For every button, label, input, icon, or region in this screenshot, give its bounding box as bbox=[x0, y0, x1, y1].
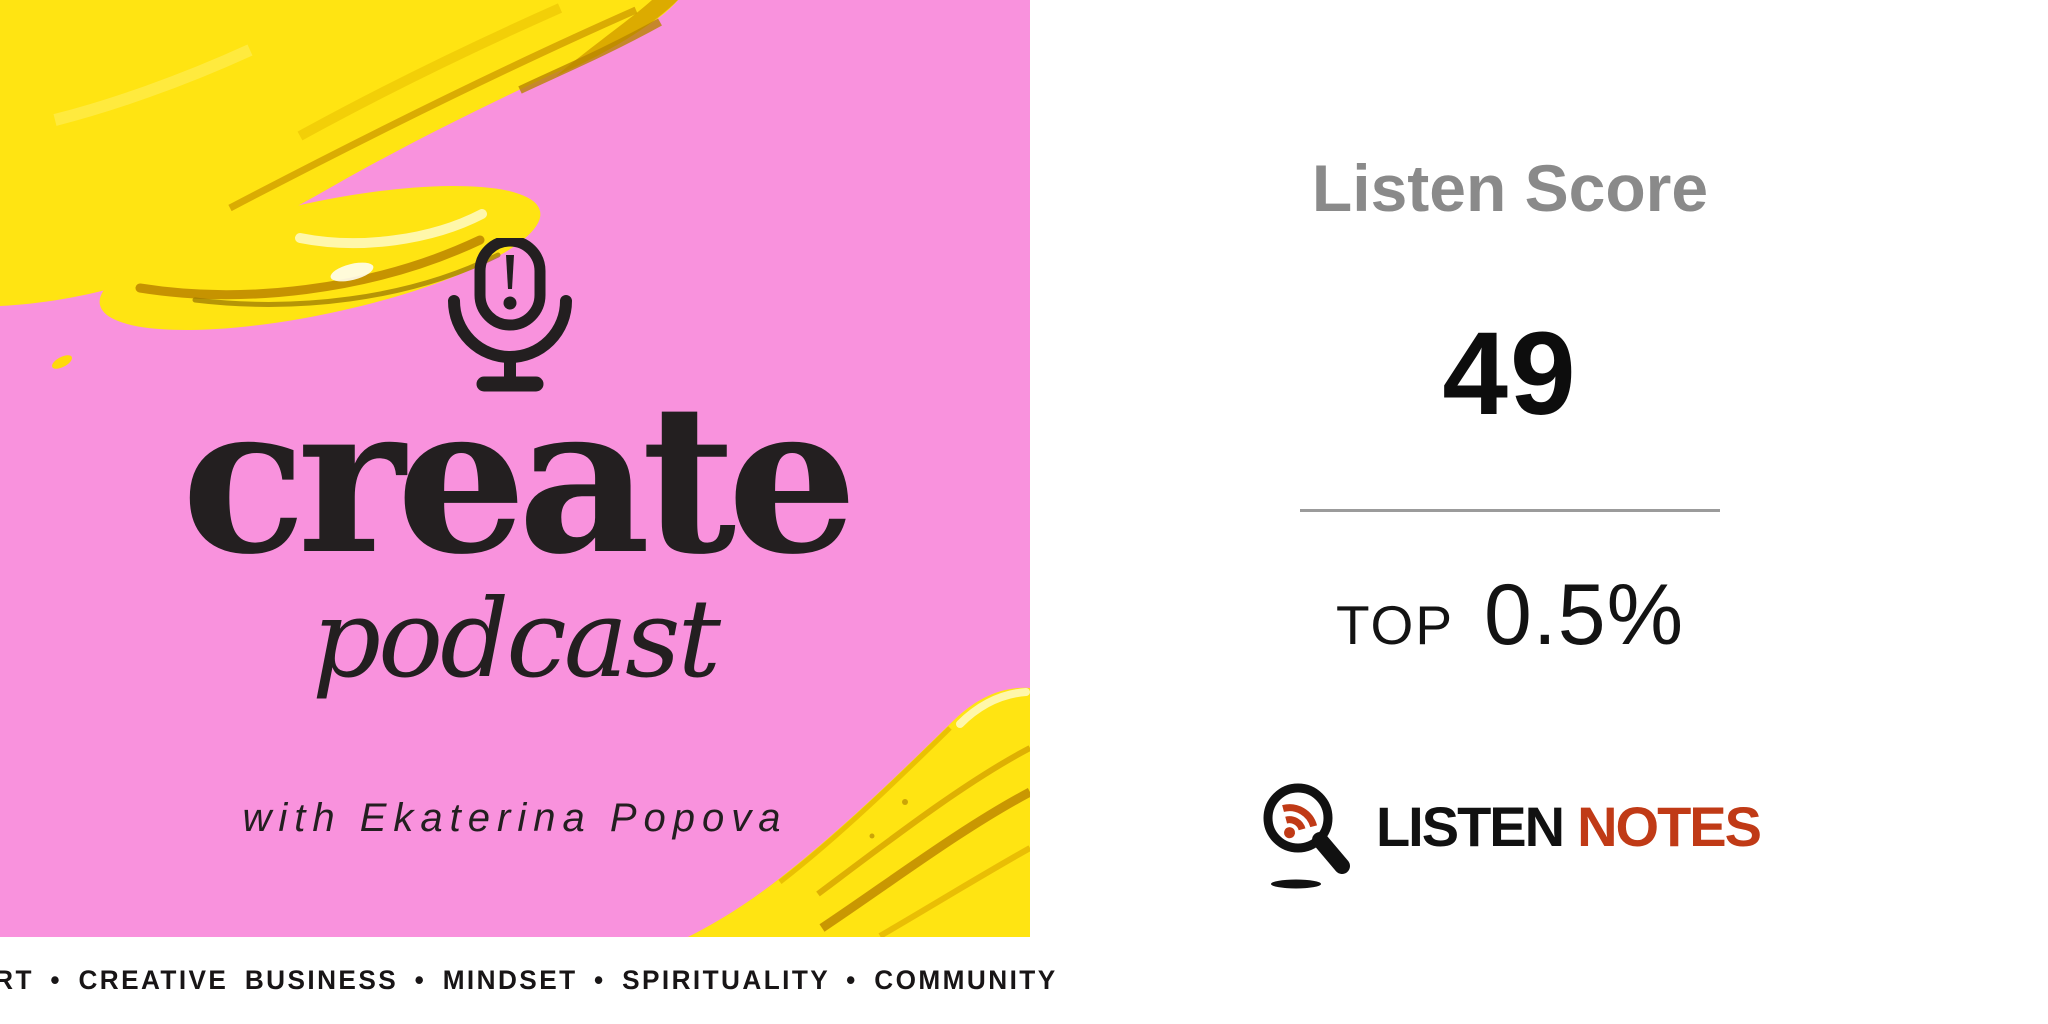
microphone-icon bbox=[448, 238, 572, 392]
paint-strokes-decoration bbox=[0, 0, 1030, 937]
magnifier-rss-icon bbox=[1263, 783, 1350, 889]
listen-notes-wordmark: LISTEN NOTES bbox=[1375, 794, 1762, 859]
listen-score-value: 49 bbox=[1442, 308, 1578, 440]
top-percent-row: TOP 0.5% bbox=[1030, 566, 1990, 665]
podcast-cover-art: create podcast with Ekaterina Popova bbox=[0, 0, 1030, 937]
brand-word-listen: LISTEN bbox=[1375, 794, 1565, 858]
top-percent-value: 0.5% bbox=[1484, 567, 1685, 663]
podcast-byline: with Ekaterina Popova bbox=[242, 796, 788, 840]
listen-notes-logo[interactable]: LISTEN NOTES bbox=[1030, 780, 1990, 892]
listen-score-panel: Listen Score 49 TOP 0.5% LISTEN NOTES bbox=[1030, 0, 1990, 1024]
brand-word-notes: NOTES bbox=[1577, 794, 1762, 858]
tagline-band: ART • CREATIVE BUSINESS • MINDSET • SPIR… bbox=[0, 937, 1055, 1024]
podcast-subtitle: podcast bbox=[312, 577, 721, 702]
divider-line bbox=[1300, 509, 1720, 512]
listen-score-heading: Listen Score bbox=[1311, 151, 1709, 225]
top-label: TOP bbox=[1335, 594, 1455, 656]
podcast-tagline: ART • CREATIVE BUSINESS • MINDSET • SPIR… bbox=[0, 965, 1058, 995]
podcast-title: create bbox=[181, 360, 857, 600]
